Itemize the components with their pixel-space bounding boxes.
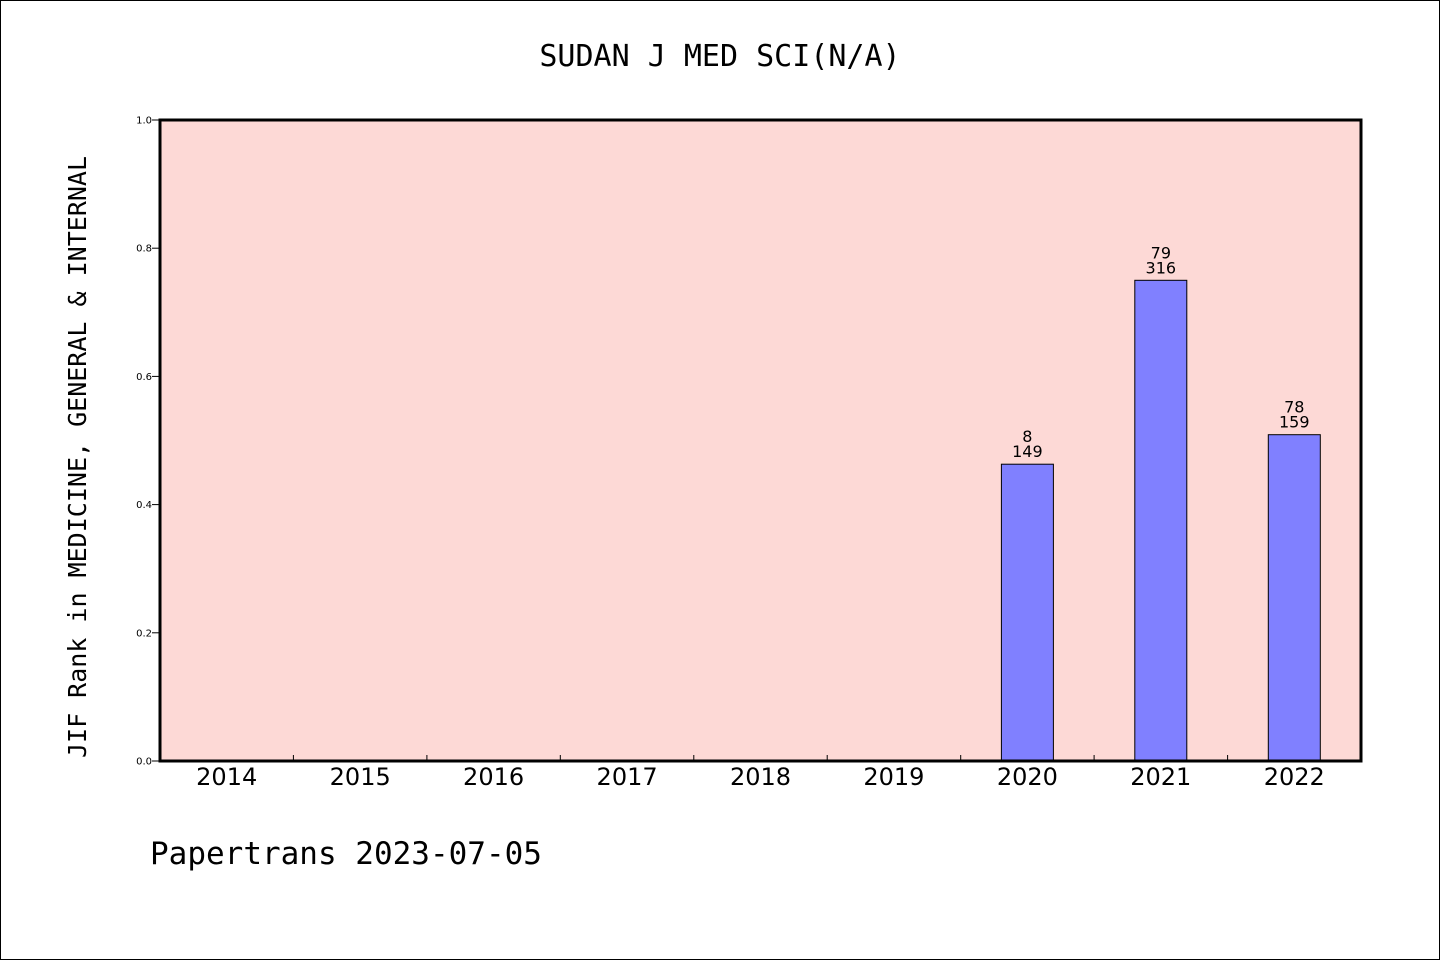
x-tick-label-2021: 2021 xyxy=(1130,763,1191,791)
x-tick-label-2019: 2019 xyxy=(863,763,924,791)
y-tick-label: 1.0 xyxy=(136,116,152,127)
bar-rank-label-2022: 78 xyxy=(1284,398,1304,417)
y-axis-label: JIF Rank in MEDICINE, GENERAL & INTERNAL xyxy=(63,156,92,758)
chart-title: SUDAN J MED SCI(N/A) xyxy=(539,39,900,74)
x-tick-label-2014: 2014 xyxy=(196,763,257,791)
bar-2020 xyxy=(1000,463,1054,762)
axes-layer xyxy=(152,118,1363,763)
bar-total-label-2021: 316 xyxy=(1146,258,1177,277)
x-tick-label-2015: 2015 xyxy=(330,763,391,791)
bar-rank-label-2020: 8 xyxy=(1022,427,1032,446)
bar-2021 xyxy=(1134,279,1188,762)
bar-total-label-2022: 159 xyxy=(1279,413,1310,432)
x-tick-label-2022: 2022 xyxy=(1264,763,1325,791)
y-tick-label: 0.8 xyxy=(136,244,152,255)
bars-layer xyxy=(1000,279,1321,762)
y-tick-label: 0.2 xyxy=(136,628,152,639)
x-tick-label-2016: 2016 xyxy=(463,763,524,791)
bar-rank-label-2021: 79 xyxy=(1151,243,1171,262)
y-tick-label: 0.6 xyxy=(136,372,152,383)
plot-border xyxy=(158,118,1363,763)
y-tick-label: 0.0 xyxy=(136,757,152,768)
y-tick-label: 0.4 xyxy=(136,500,152,511)
x-tick-label-2018: 2018 xyxy=(730,763,791,791)
bar-2022 xyxy=(1267,434,1321,762)
bar-total-label-2020: 149 xyxy=(1012,442,1043,461)
x-tick-label-2017: 2017 xyxy=(597,763,658,791)
footer-credit: Papertrans 2023-07-05 xyxy=(150,836,542,872)
x-tick-label-2020: 2020 xyxy=(997,763,1058,791)
